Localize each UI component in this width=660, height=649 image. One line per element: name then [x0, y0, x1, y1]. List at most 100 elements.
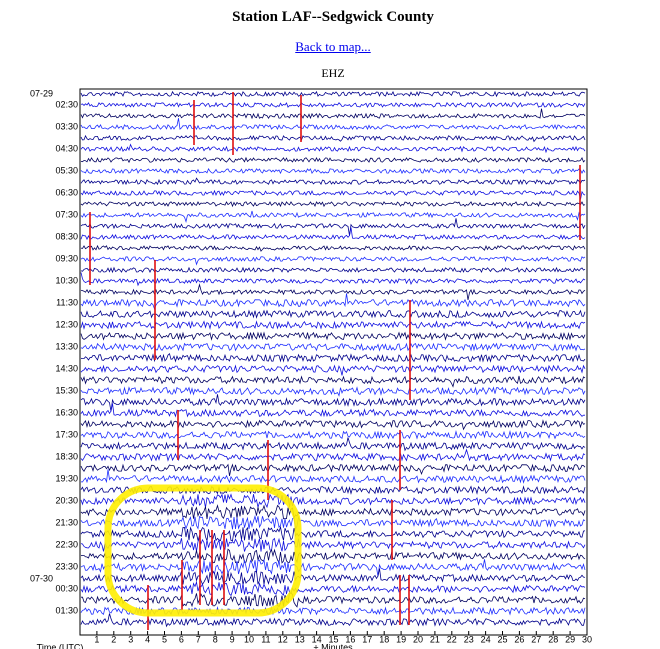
- trace: [80, 134, 586, 143]
- x-tick-label: 30: [582, 634, 592, 644]
- x-tick-label: 6: [179, 634, 184, 644]
- x-tick-label: 15: [328, 634, 338, 644]
- trace: [80, 244, 586, 252]
- x-tick-label: 1: [94, 634, 99, 644]
- trace: [80, 403, 586, 418]
- trace: [80, 493, 586, 509]
- trace: [80, 469, 586, 484]
- x-tick-label: 5: [162, 634, 167, 644]
- hour-label: 16:30: [55, 407, 78, 417]
- trace: [80, 613, 586, 628]
- page-title: Station LAF--Sedgwick County: [232, 9, 434, 25]
- hour-label: 14:30: [55, 363, 78, 373]
- hour-label: 17:30: [55, 429, 78, 439]
- x-tick-label: 18: [379, 634, 389, 644]
- trace: [80, 364, 586, 376]
- trace: [80, 430, 586, 440]
- x-tick-label: 2: [111, 634, 116, 644]
- traces: [80, 90, 586, 630]
- trace: [80, 514, 586, 531]
- trace: [80, 331, 586, 341]
- hour-label: 18:30: [55, 451, 78, 461]
- x-axis-label: + Minutes: [313, 642, 353, 649]
- hour-label: 22:30: [55, 539, 78, 549]
- hour-label: 09:30: [55, 253, 78, 263]
- x-tick-label: 10: [244, 634, 254, 644]
- hour-label: 00:30: [55, 583, 78, 593]
- trace: [80, 375, 586, 388]
- trace: [80, 168, 586, 175]
- y-axis-label: Time (UTC): [37, 642, 84, 649]
- channel-label: EHZ: [321, 66, 345, 80]
- trace: [80, 342, 586, 352]
- trace: [80, 210, 586, 223]
- x-tick-label: 26: [514, 634, 524, 644]
- trace: [80, 525, 586, 542]
- trace: [81, 592, 586, 608]
- labels: 07-29 07-30 02:30 03:30 04:30 05:30 06:30 07:30…: [30, 88, 592, 649]
- x-tick-label: 14: [312, 634, 322, 644]
- trace: [80, 272, 586, 287]
- trace: [80, 200, 586, 208]
- trace: [80, 293, 586, 311]
- hour-label: 03:30: [55, 121, 78, 131]
- x-tick-label: 11: [261, 634, 270, 644]
- hour-label: 07:30: [55, 209, 78, 219]
- hour-label: 11:30: [56, 297, 78, 307]
- trace: [80, 548, 586, 564]
- x-tick-label: 20: [413, 634, 423, 644]
- hour-label: 12:30: [55, 319, 78, 329]
- hour-label: 10:30: [55, 275, 78, 285]
- trace: [80, 394, 586, 412]
- x-tick-label: 25: [497, 634, 507, 644]
- x-tick-label: 19: [396, 634, 406, 644]
- trace: [80, 558, 586, 577]
- x-tick-label: 21: [430, 634, 440, 644]
- trace: [80, 108, 586, 120]
- trace: [80, 463, 586, 476]
- hour-label: 02:30: [55, 99, 78, 109]
- trace: [80, 320, 586, 330]
- x-tick-label: 4: [145, 634, 150, 644]
- trace: [80, 283, 586, 300]
- x-tick-label: 12: [278, 634, 288, 644]
- x-tick-label: 8: [213, 634, 218, 644]
- back-link[interactable]: Back to map...: [295, 39, 371, 54]
- trace: [80, 143, 586, 154]
- x-tick-label: 29: [565, 634, 575, 644]
- hour-label: 06:30: [55, 187, 78, 197]
- trace: [80, 266, 586, 274]
- trace: [80, 118, 586, 131]
- trace: [80, 419, 586, 431]
- trace: [80, 309, 586, 319]
- trace: [80, 386, 586, 397]
- x-tick-label: 23: [464, 634, 474, 644]
- hour-label: 21:30: [55, 517, 78, 527]
- hour-label: 23:30: [55, 561, 78, 571]
- x-tick-label: 28: [548, 634, 558, 644]
- trace: [80, 580, 586, 597]
- date-label: 07-30: [30, 573, 53, 583]
- trace: [80, 352, 586, 363]
- highlight-circle: [104, 484, 302, 617]
- hour-label: 05:30: [55, 165, 78, 175]
- x-tick-label: 9: [230, 634, 235, 644]
- trace: [80, 218, 586, 236]
- trace: [80, 448, 586, 462]
- hour-label: 15:30: [55, 385, 78, 395]
- trace: [80, 177, 586, 186]
- trace: [80, 227, 586, 241]
- hour-label: 20:30: [55, 495, 78, 505]
- trace: [80, 101, 586, 109]
- trace: [80, 156, 586, 164]
- hour-label: 19:30: [55, 473, 78, 483]
- hour-label: 08:30: [55, 231, 78, 241]
- x-tick-label: 27: [531, 634, 541, 644]
- x-tick-label: 13: [295, 634, 305, 644]
- trace: [80, 485, 586, 495]
- trace: [80, 568, 586, 586]
- trace: [80, 437, 586, 452]
- hour-label: 04:30: [55, 143, 78, 153]
